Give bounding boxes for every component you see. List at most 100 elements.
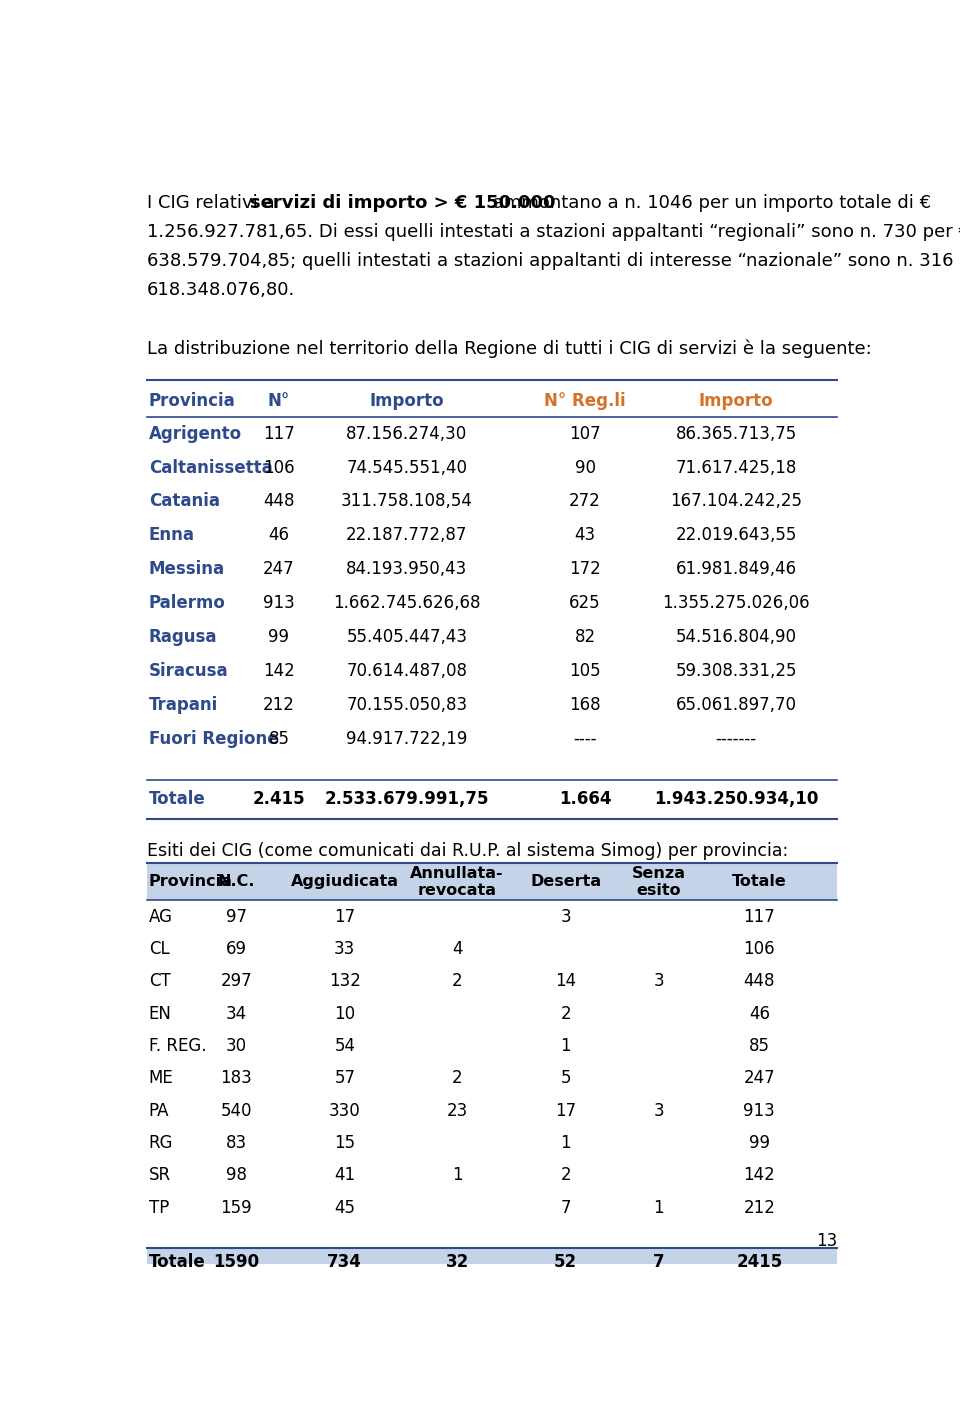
Text: 17: 17 xyxy=(555,1102,576,1119)
Text: 212: 212 xyxy=(263,696,295,714)
Text: 55.405.447,43: 55.405.447,43 xyxy=(347,628,468,646)
Text: Catania: Catania xyxy=(149,493,220,511)
Text: 132: 132 xyxy=(329,973,361,990)
Text: 61.981.849,46: 61.981.849,46 xyxy=(676,561,797,578)
Text: 2: 2 xyxy=(561,1166,571,1184)
Text: Enna: Enna xyxy=(149,527,195,544)
Text: 94.917.722,19: 94.917.722,19 xyxy=(346,730,468,748)
Text: 448: 448 xyxy=(744,973,775,990)
Text: -------: ------- xyxy=(715,730,756,748)
Text: 1: 1 xyxy=(561,1037,571,1055)
Text: servizi di importo > € 150.000: servizi di importo > € 150.000 xyxy=(251,193,556,212)
Text: 5: 5 xyxy=(561,1069,571,1088)
Text: Esiti dei CIG (come comunicati dai R.U.P. al sistema Simog) per provincia:: Esiti dei CIG (come comunicati dai R.U.P… xyxy=(147,842,788,861)
Text: 117: 117 xyxy=(743,907,776,926)
Text: 22.019.643,55: 22.019.643,55 xyxy=(676,527,797,544)
Text: 1: 1 xyxy=(654,1198,664,1217)
Text: 247: 247 xyxy=(263,561,295,578)
Text: 272: 272 xyxy=(569,493,601,511)
Text: Totale: Totale xyxy=(149,790,205,808)
Text: 1: 1 xyxy=(452,1166,463,1184)
Text: 23: 23 xyxy=(446,1102,468,1119)
Text: 311.758.108,54: 311.758.108,54 xyxy=(341,493,472,511)
Text: 1.943.250.934,10: 1.943.250.934,10 xyxy=(654,790,818,808)
Text: 183: 183 xyxy=(221,1069,252,1088)
Text: ammontano a n. 1046 per un importo totale di €: ammontano a n. 1046 per un importo total… xyxy=(488,193,931,212)
Text: Deserta: Deserta xyxy=(530,875,601,889)
Text: Ragusa: Ragusa xyxy=(149,628,217,646)
Text: Aggiudicata: Aggiudicata xyxy=(291,875,398,889)
Text: 83: 83 xyxy=(226,1135,247,1152)
Text: Agrigento: Agrigento xyxy=(149,425,242,443)
Text: Fuori Regione: Fuori Regione xyxy=(149,730,278,748)
Text: 2: 2 xyxy=(452,973,463,990)
Text: 913: 913 xyxy=(743,1102,776,1119)
Text: 87.156.274,30: 87.156.274,30 xyxy=(347,425,468,443)
Text: CL: CL xyxy=(149,940,169,959)
Text: 70.155.050,83: 70.155.050,83 xyxy=(347,696,468,714)
Text: 45: 45 xyxy=(334,1198,355,1217)
Text: 117: 117 xyxy=(263,425,295,443)
Text: PA: PA xyxy=(149,1102,169,1119)
Text: 1.256.927.781,65. Di essi quelli intestati a stazioni appaltanti “regionali” son: 1.256.927.781,65. Di essi quelli intesta… xyxy=(147,223,960,241)
Text: 1590: 1590 xyxy=(213,1254,259,1271)
Text: N° Reg.li: N° Reg.li xyxy=(544,392,626,410)
Text: 14: 14 xyxy=(555,973,576,990)
Text: EN: EN xyxy=(149,1004,172,1022)
Text: 32: 32 xyxy=(445,1254,468,1271)
Text: 734: 734 xyxy=(327,1254,362,1271)
Text: 74.545.551,40: 74.545.551,40 xyxy=(347,459,468,477)
Text: 107: 107 xyxy=(569,425,601,443)
Bar xyxy=(147,1248,837,1277)
Text: 90: 90 xyxy=(574,459,595,477)
Text: 105: 105 xyxy=(569,662,601,680)
Text: 4: 4 xyxy=(452,940,463,959)
Text: 247: 247 xyxy=(744,1069,775,1088)
Text: 638.579.704,85; quelli intestati a stazioni appaltanti di interesse “nazionale” : 638.579.704,85; quelli intestati a stazi… xyxy=(147,251,960,270)
Text: 22.187.772,87: 22.187.772,87 xyxy=(346,527,468,544)
Text: 46: 46 xyxy=(269,527,289,544)
Text: 448: 448 xyxy=(263,493,295,511)
Text: 85: 85 xyxy=(269,730,289,748)
Text: 159: 159 xyxy=(221,1198,252,1217)
Bar xyxy=(147,863,837,900)
Text: 2.533.679.991,75: 2.533.679.991,75 xyxy=(324,790,489,808)
Text: Importo: Importo xyxy=(699,392,774,410)
Text: 70.614.487,08: 70.614.487,08 xyxy=(347,662,468,680)
Text: 30: 30 xyxy=(226,1037,247,1055)
Text: 297: 297 xyxy=(221,973,252,990)
Text: 86.365.713,75: 86.365.713,75 xyxy=(676,425,797,443)
Text: 99: 99 xyxy=(749,1135,770,1152)
Text: 41: 41 xyxy=(334,1166,355,1184)
Text: 3: 3 xyxy=(654,1102,664,1119)
Text: 2: 2 xyxy=(561,1004,571,1022)
Text: Messina: Messina xyxy=(149,561,225,578)
Text: CT: CT xyxy=(149,973,171,990)
Text: 1.662.745.626,68: 1.662.745.626,68 xyxy=(333,594,481,612)
Text: 7: 7 xyxy=(653,1254,664,1271)
Text: 142: 142 xyxy=(263,662,295,680)
Text: Palermo: Palermo xyxy=(149,594,226,612)
Text: N°: N° xyxy=(268,392,290,410)
Text: 46: 46 xyxy=(749,1004,770,1022)
Text: Importo: Importo xyxy=(370,392,444,410)
Text: 172: 172 xyxy=(569,561,601,578)
Text: Senza
esito: Senza esito xyxy=(632,866,685,897)
Text: 2: 2 xyxy=(452,1069,463,1088)
Text: Caltanissetta: Caltanissetta xyxy=(149,459,273,477)
Text: 168: 168 xyxy=(569,696,601,714)
Text: ----: ---- xyxy=(573,730,597,748)
Text: Provincia: Provincia xyxy=(149,875,232,889)
Text: 625: 625 xyxy=(569,594,601,612)
Text: 34: 34 xyxy=(226,1004,247,1022)
Text: 54.516.804,90: 54.516.804,90 xyxy=(676,628,797,646)
Text: 1.355.275.026,06: 1.355.275.026,06 xyxy=(662,594,810,612)
Text: 3: 3 xyxy=(654,973,664,990)
Text: TP: TP xyxy=(149,1198,169,1217)
Text: RG: RG xyxy=(149,1135,173,1152)
Text: 913: 913 xyxy=(263,594,295,612)
Text: I CIG relativi a: I CIG relativi a xyxy=(147,193,280,212)
Text: Siracusa: Siracusa xyxy=(149,662,228,680)
Text: 69: 69 xyxy=(226,940,247,959)
Text: 2.415: 2.415 xyxy=(252,790,305,808)
